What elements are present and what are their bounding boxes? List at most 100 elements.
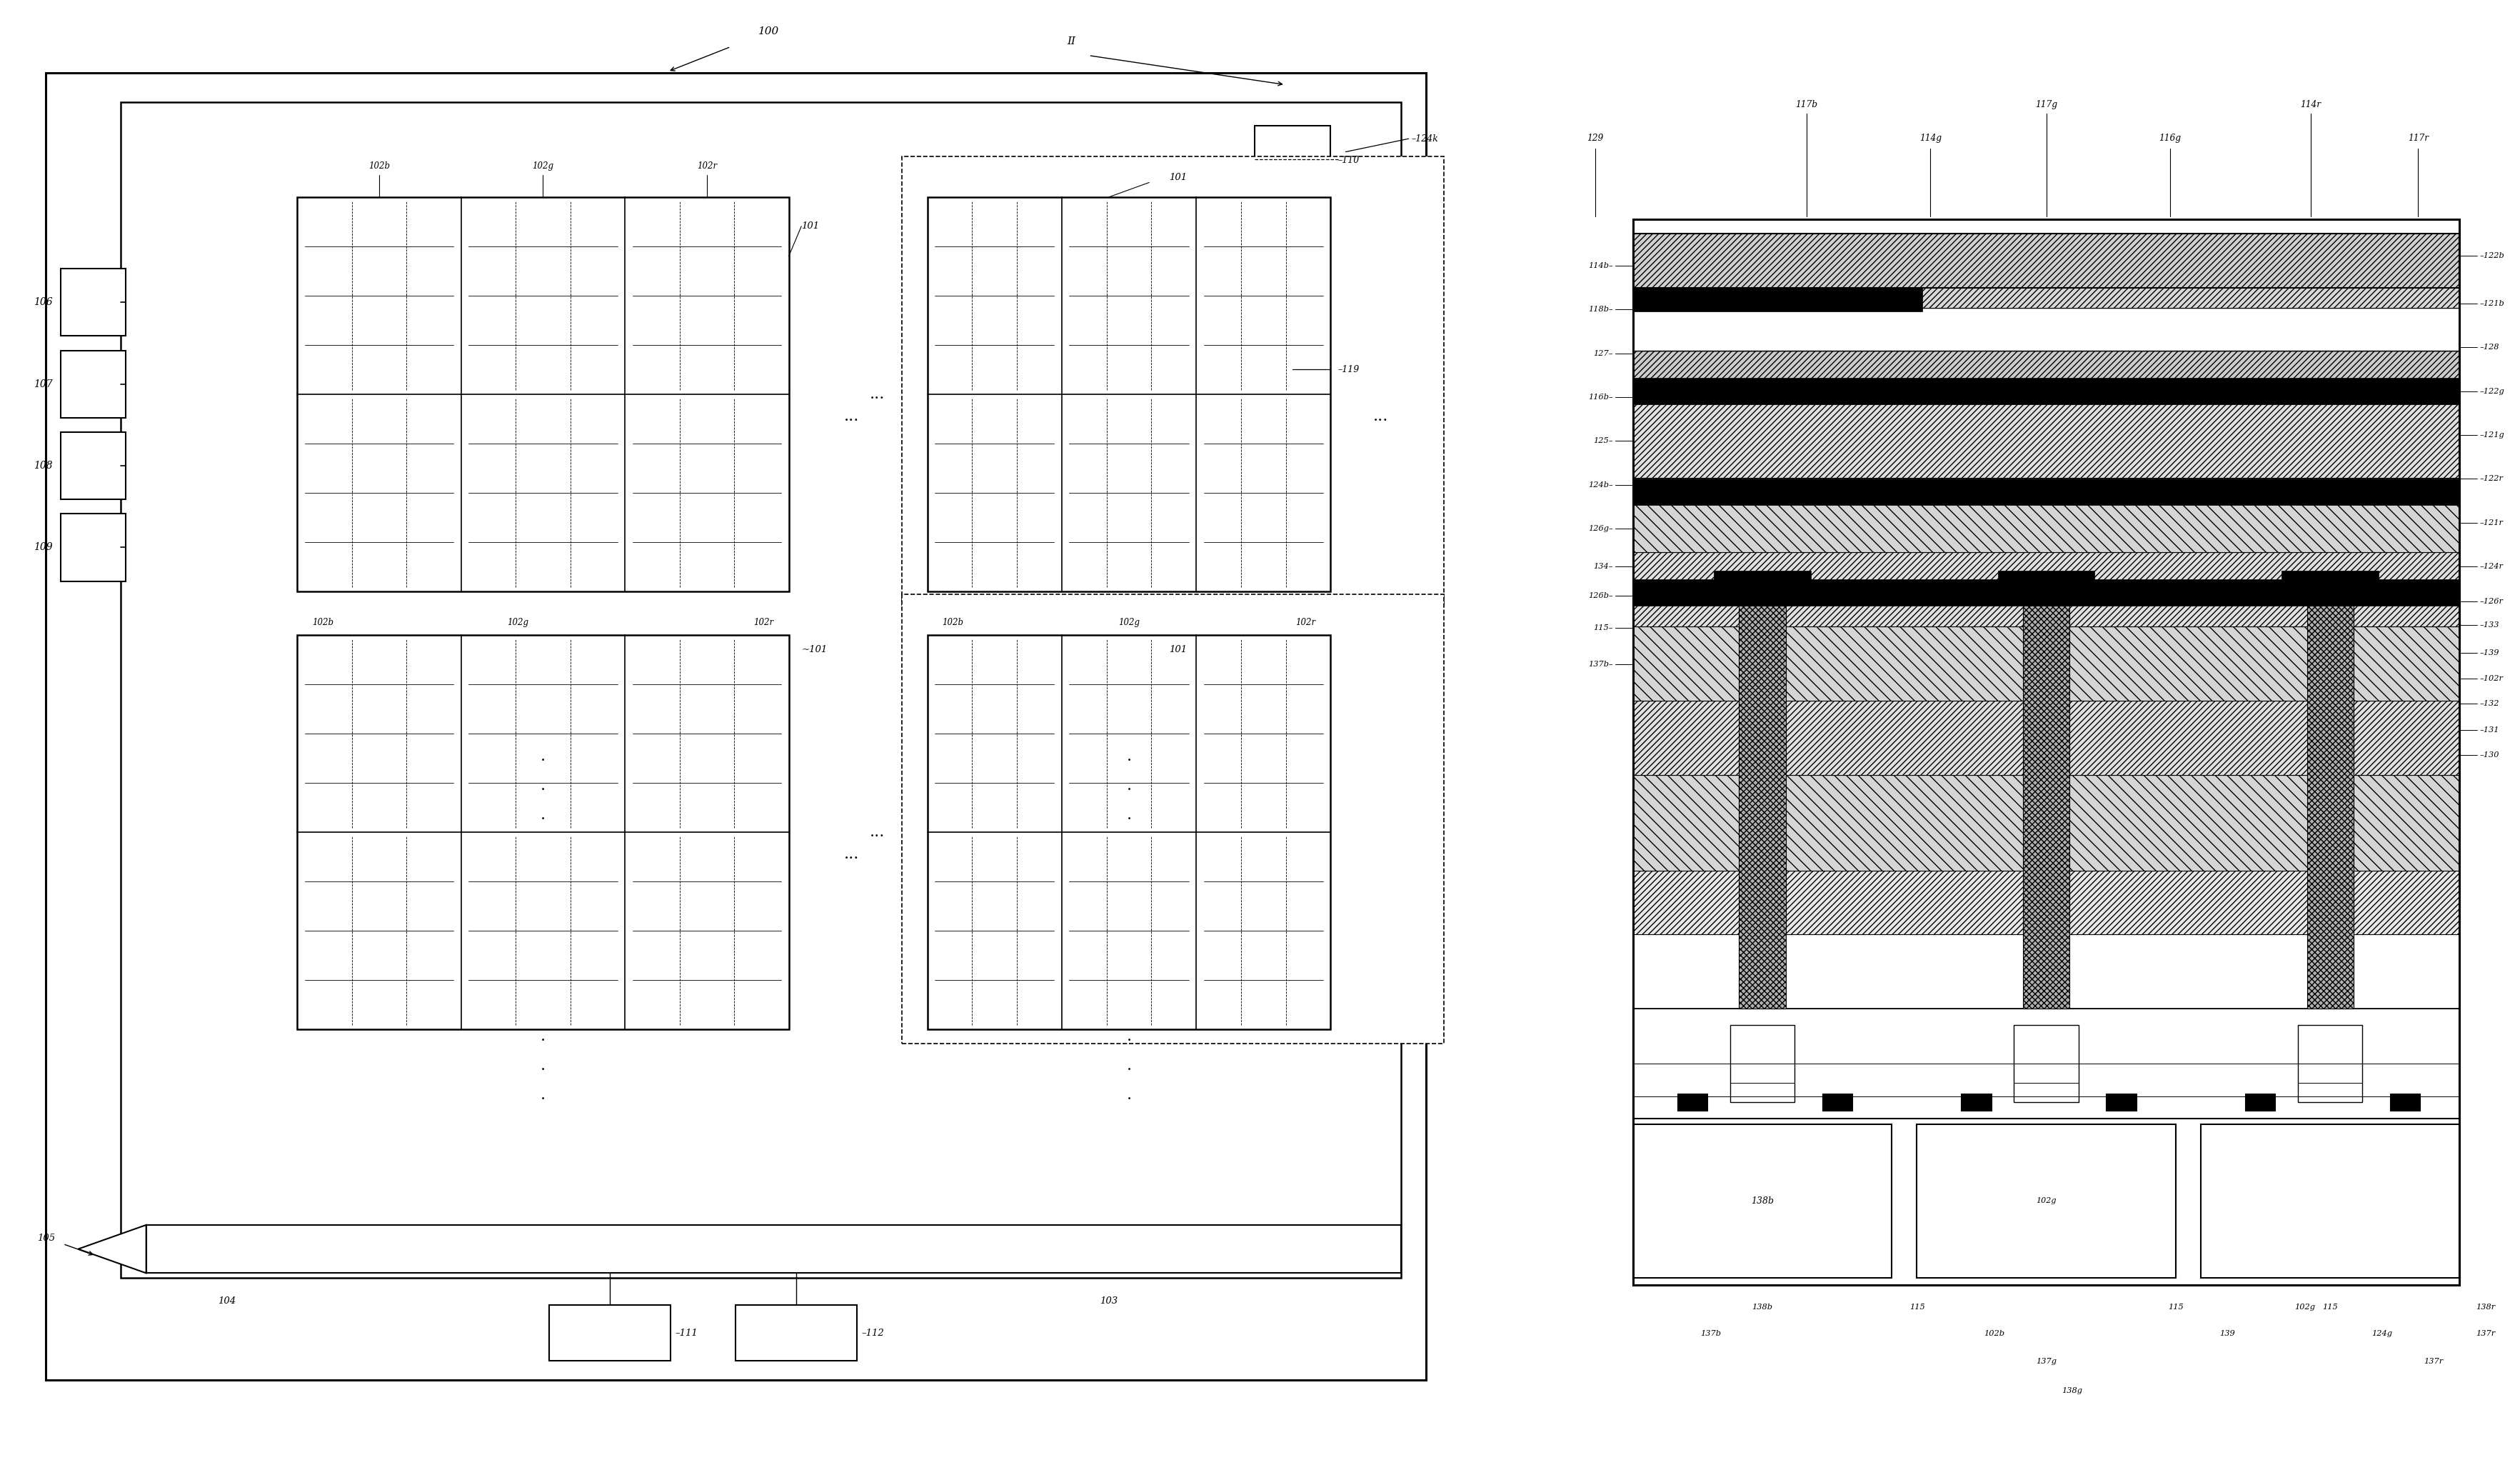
Text: 116b–: 116b–	[1588, 394, 1613, 400]
Polygon shape	[78, 1225, 146, 1273]
Text: 102g: 102g	[2296, 1304, 2316, 1311]
Text: 114b–: 114b–	[1588, 263, 1613, 269]
Text: –122b: –122b	[2480, 253, 2505, 258]
Text: –111: –111	[675, 1329, 698, 1337]
Bar	[60, 269, 126, 336]
Text: ...: ...	[844, 409, 859, 423]
Bar	[1633, 234, 2460, 308]
Bar	[297, 635, 789, 1029]
Text: 108: 108	[33, 461, 53, 470]
Text: ...: ...	[1373, 409, 1389, 423]
Text: 102b: 102b	[312, 618, 333, 626]
Text: .: .	[1126, 1058, 1131, 1073]
Text: 106: 106	[33, 298, 53, 307]
Bar	[1255, 126, 1331, 193]
Bar	[1633, 479, 2460, 505]
Text: 138b: 138b	[1751, 1196, 1774, 1206]
Bar	[1633, 934, 2460, 1009]
Text: 115: 115	[2167, 1304, 2182, 1311]
Text: 115: 115	[1910, 1304, 1925, 1311]
Text: –139: –139	[2480, 650, 2500, 656]
Text: .: .	[1126, 749, 1131, 764]
Bar	[2107, 1094, 2137, 1111]
Bar	[1633, 626, 2460, 701]
Text: –121g: –121g	[2480, 432, 2505, 438]
Text: 126g–: 126g–	[1588, 526, 1613, 531]
Text: II: II	[1066, 36, 1076, 47]
Text: ~101: ~101	[801, 645, 827, 654]
Text: –122g: –122g	[2480, 388, 2505, 394]
Text: 109: 109	[33, 543, 53, 552]
Text: –131: –131	[2480, 727, 2500, 733]
Bar	[1678, 1094, 1709, 1111]
Bar	[45, 73, 1426, 1380]
Bar	[1998, 571, 2094, 597]
Text: 100: 100	[759, 26, 779, 36]
Text: 117r: 117r	[2407, 134, 2429, 143]
Bar	[2298, 1025, 2361, 1102]
Text: .: .	[1126, 778, 1131, 793]
Bar	[902, 594, 1444, 1044]
Text: ...: ...	[869, 825, 885, 840]
Bar	[1961, 1094, 1991, 1111]
Text: –121b: –121b	[2480, 301, 2505, 307]
Text: 101: 101	[1169, 174, 1187, 182]
Bar	[146, 1225, 1401, 1273]
Text: 114r: 114r	[2301, 101, 2321, 109]
Text: 102g: 102g	[1119, 618, 1139, 626]
Text: 124g: 124g	[2371, 1330, 2391, 1337]
Bar	[121, 102, 1401, 1277]
Text: .: .	[1126, 807, 1131, 822]
Text: 102r: 102r	[1295, 618, 1315, 626]
Bar	[60, 514, 126, 581]
Text: .: .	[539, 778, 547, 793]
Text: 101: 101	[1169, 645, 1187, 654]
Bar	[549, 1305, 670, 1361]
Text: 114g: 114g	[1920, 134, 1940, 143]
Bar	[1633, 308, 2460, 350]
Text: –128: –128	[2480, 345, 2500, 350]
Text: 125–: 125–	[1593, 438, 1613, 444]
Bar	[1633, 350, 2460, 403]
Text: 117b: 117b	[1794, 101, 1817, 109]
Text: 137b: 137b	[1701, 1330, 1721, 1337]
Text: –110: –110	[1338, 156, 1361, 165]
Text: 102g: 102g	[2036, 1197, 2056, 1204]
Text: 137g: 137g	[2036, 1358, 2056, 1365]
Text: 102b: 102b	[1983, 1330, 2006, 1337]
Text: 102b: 102b	[368, 162, 391, 171]
Text: .: .	[539, 1088, 547, 1102]
Text: .: .	[539, 1058, 547, 1073]
Text: 115–: 115–	[1593, 625, 1613, 631]
Text: ...: ...	[869, 387, 885, 402]
Bar	[2306, 583, 2354, 1009]
Bar	[1633, 477, 2460, 552]
Text: 102g: 102g	[507, 618, 529, 626]
Bar	[2245, 1094, 2276, 1111]
Text: .: .	[539, 807, 547, 822]
Text: 139: 139	[2220, 1330, 2235, 1337]
Text: 137r: 137r	[2424, 1358, 2444, 1365]
Text: ...: ...	[844, 847, 859, 861]
Text: 138b: 138b	[1751, 1304, 1772, 1311]
Bar	[297, 197, 789, 591]
Bar	[1633, 403, 2460, 477]
Text: 124b–: 124b–	[1588, 482, 1613, 488]
Text: 105: 105	[38, 1234, 55, 1242]
Text: .: .	[539, 749, 547, 764]
Bar	[1714, 571, 1812, 597]
Bar	[1739, 583, 1787, 1009]
Bar	[927, 635, 1331, 1029]
Text: 101: 101	[801, 222, 819, 231]
Bar	[1633, 870, 2460, 934]
Bar	[1633, 580, 2460, 606]
Text: 138r: 138r	[2475, 1304, 2495, 1311]
Bar	[927, 197, 1331, 591]
Text: –112: –112	[862, 1329, 885, 1337]
Text: 102r: 102r	[753, 618, 774, 626]
Bar	[1633, 775, 2460, 870]
Bar	[2281, 571, 2379, 597]
Bar	[1633, 701, 2460, 775]
Text: –130: –130	[2480, 752, 2500, 758]
Bar	[1633, 279, 1923, 311]
